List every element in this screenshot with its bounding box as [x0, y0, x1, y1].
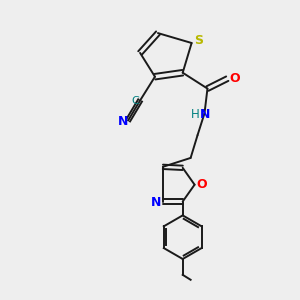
Text: O: O [196, 178, 207, 191]
Text: S: S [194, 34, 203, 46]
Text: H: H [191, 108, 200, 121]
Text: C: C [131, 97, 139, 106]
Text: N: N [151, 196, 161, 209]
Text: N: N [200, 108, 211, 121]
Text: N: N [118, 115, 128, 128]
Text: O: O [229, 72, 239, 85]
